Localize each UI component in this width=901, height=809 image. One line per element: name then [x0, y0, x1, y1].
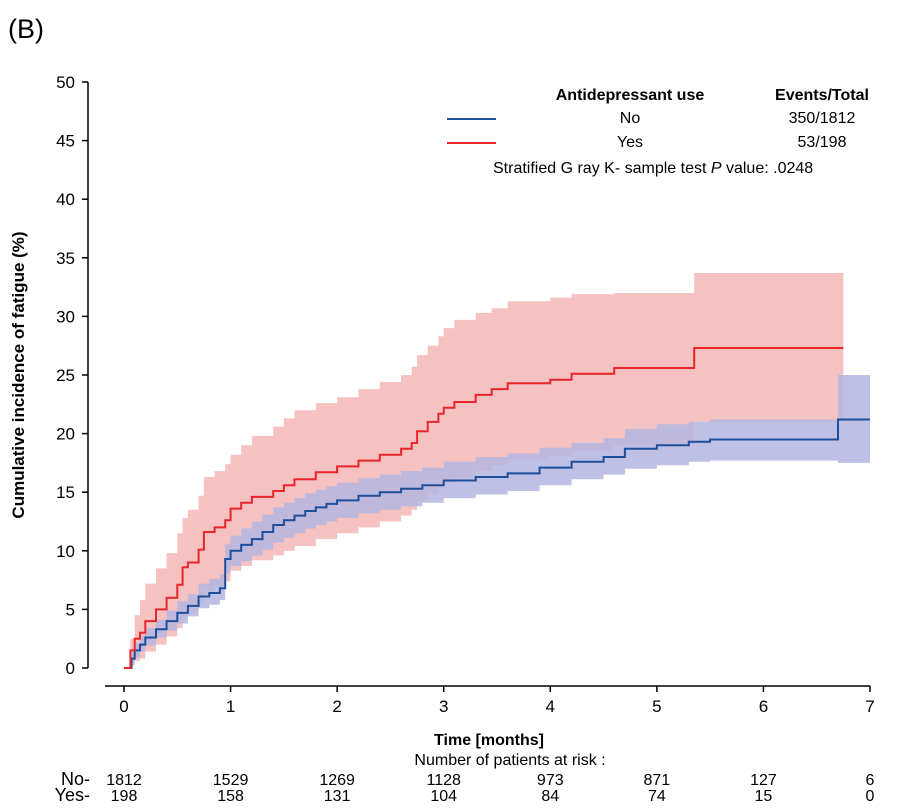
risk-table: No- 1812 1529 1269 1128 973 871 127 6 Yes- 198 158 1… — [55, 769, 875, 805]
legend: Antidepressant use Events/Total No 350/1… — [447, 87, 869, 177]
legend-label-no: No — [620, 110, 641, 127]
incidence-line-no — [124, 418, 870, 669]
risk-value: 127 — [750, 772, 777, 789]
confidence-band-no — [124, 375, 870, 668]
risk-value: 871 — [644, 772, 671, 789]
risk-value: 6 — [866, 772, 875, 789]
risk-value: 158 — [217, 788, 244, 805]
x-tick-label: 6 — [759, 697, 768, 716]
x-tick-label: 7 — [865, 697, 874, 716]
panel-label: (B) — [8, 14, 44, 44]
risk-value: 104 — [430, 788, 457, 805]
risk-value: 1269 — [319, 772, 355, 789]
risk-value: 84 — [541, 788, 559, 805]
risk-value: 1128 — [427, 772, 462, 789]
y-tick-label: 20 — [56, 425, 75, 444]
y-tick-label: 25 — [56, 366, 75, 385]
risk-row-label: No- — [61, 769, 90, 789]
risk-table-title: Number of patients at risk : — [414, 752, 605, 769]
y-tick-label: 5 — [66, 600, 75, 619]
risk-value: 74 — [648, 788, 666, 805]
y-tick-label: 10 — [56, 542, 75, 561]
legend-test-suffix: value: .0248 — [722, 160, 814, 177]
risk-value: 1529 — [213, 772, 249, 789]
x-tick-label: 2 — [332, 697, 341, 716]
y-tick-label: 45 — [56, 132, 75, 151]
confidence-bands — [124, 273, 870, 668]
y-tick-label: 0 — [66, 659, 75, 678]
legend-label-yes: Yes — [617, 134, 643, 151]
incidence-lines — [124, 347, 870, 669]
incidence-line-yes — [124, 347, 844, 669]
x-tick-label: 3 — [439, 697, 448, 716]
risk-value: 0 — [866, 788, 875, 805]
y-tick-label: 30 — [56, 307, 75, 326]
legend-test-text: Stratified G ray K- sample test P value:… — [493, 160, 813, 177]
y-tick-label: 40 — [56, 190, 75, 209]
x-tick-label: 1 — [226, 697, 235, 716]
y-axis-label: Cumulative incidence of fatigue (%) — [9, 231, 28, 518]
y-tick-label: 35 — [56, 249, 75, 268]
legend-test-p: P — [711, 160, 722, 177]
x-tick-label: 0 — [119, 697, 128, 716]
x-axis-label: Time [months] — [434, 732, 544, 749]
legend-test-prefix: Stratified G ray K- sample test — [493, 160, 711, 177]
risk-value: 973 — [537, 772, 564, 789]
risk-value: 15 — [755, 788, 773, 805]
legend-events-no: 350/1812 — [789, 110, 856, 127]
x-tick-label: 5 — [652, 697, 661, 716]
risk-value: 198 — [111, 788, 138, 805]
risk-row-label: Yes- — [55, 785, 90, 805]
y-tick-label: 15 — [56, 483, 75, 502]
y-tick-label: 50 — [56, 73, 75, 92]
x-tick-label: 4 — [546, 697, 555, 716]
legend-group-header: Antidepressant use — [556, 87, 705, 104]
risk-value: 131 — [324, 788, 351, 805]
legend-events-header: Events/Total — [775, 87, 869, 104]
risk-value: 1812 — [106, 772, 142, 789]
legend-events-yes: 53/198 — [798, 134, 847, 151]
